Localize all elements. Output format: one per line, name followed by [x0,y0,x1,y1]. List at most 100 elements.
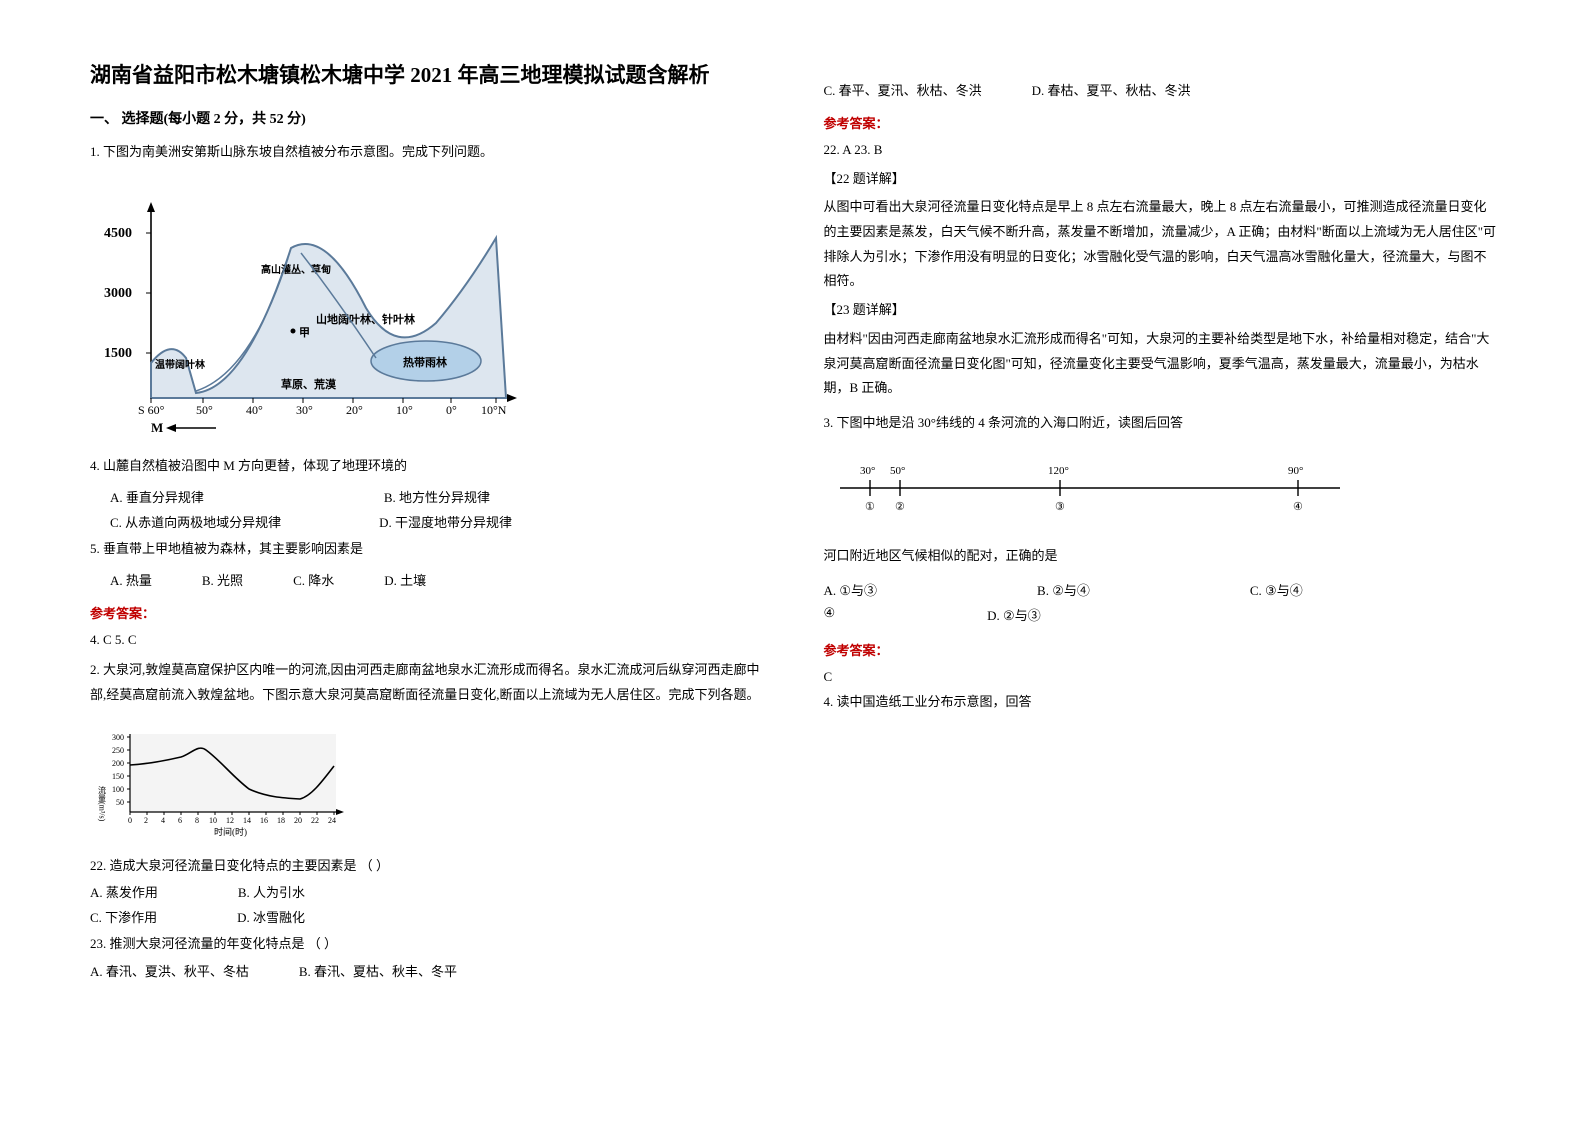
q2-sub23: 23. 推测大泉河径流量的年变化特点是 （ ） [90,932,764,957]
opt-a: A. 热量 [110,570,152,589]
opt-c: C. 下渗作用 [90,907,157,926]
left-column: 湖南省益阳市松木塘镇松木塘中学 2021 年高三地理模拟试题含解析 一、 选择题… [90,60,764,1062]
x-50: 50° [196,403,213,417]
opt-a: A. 蒸发作用 [90,882,158,901]
svg-text:22: 22 [311,816,319,825]
opt-b: B. 春汛、夏枯、秋丰、冬平 [299,961,457,980]
q3-svg: 30° 50° 120° 90° ① ② ③ ④ [830,456,1350,520]
opt-b: B. 地方性分异规律 [384,487,490,506]
q1-svg: 4500 3000 1500 热带雨林 温带阔叶林 高山灌丛、草甸 山地阔叶林、… [96,188,526,438]
q3-answer-heading: 参考答案： [824,640,1498,659]
q3-stem: 3. 下图中地是沿 30°纬线的 4 条河流的入海口附近，读图后回答 [824,411,1498,436]
q4-stem: 4. 读中国造纸工业分布示意图，回答 [824,690,1498,715]
b2: ② [895,501,905,513]
svg-text:6: 6 [178,816,182,825]
document-title: 湖南省益阳市松木塘镇松木塘中学 2021 年高三地理模拟试题含解析 [90,60,764,92]
q2-ans1: 22. A 23. B [824,138,1498,163]
zone-grass: 草原、荒漠 [281,377,337,391]
q2-22-r1: A. 蒸发作用 B. 人为引水 [90,882,764,901]
y50: 50 [116,798,124,807]
zone-tropical: 热带雨林 [403,355,447,369]
opt-extra: ④ [824,605,836,624]
y300: 300 [112,733,124,742]
q1-sub4-row2: C. 从赤道向两极地域分异规律 D. 干湿度地带分异规律 [90,512,764,531]
q3-opts-r2: ④ D. ②与③ [824,605,1498,624]
q1-figure: 4500 3000 1500 热带雨林 温带阔叶林 高山灌丛、草甸 山地阔叶林、… [90,182,764,444]
x-20: 20° [346,403,363,417]
y200: 200 [112,759,124,768]
opt-c: C. 降水 [293,570,334,589]
svg-text:20: 20 [294,816,302,825]
opt-d: D. 土壤 [384,570,426,589]
opt-a: A. ①与③ [824,580,878,599]
q1-sub5-opts: A. 热量 B. 光照 C. 降水 D. 土壤 [90,570,764,589]
x-40: 40° [246,403,263,417]
b4: ④ [1293,501,1303,513]
q1-answer-heading: 参考答案： [90,603,764,622]
q2-p22: 从图中可看出大泉河径流量日变化特点是早上 8 点左右流量最大，晚上 8 点左右流… [824,195,1498,294]
t3: 120° [1048,465,1069,477]
x-10: 10° [396,403,413,417]
y-4500: 4500 [104,226,132,241]
opt-b: B. 人为引水 [238,882,305,901]
y-1500: 1500 [104,346,132,361]
x-0: 0° [446,403,457,417]
y150: 150 [112,772,124,781]
q2-23-r1: A. 春汛、夏洪、秋平、冬枯 B. 春汛、夏枯、秋丰、冬平 [90,961,764,980]
right-column: C. 春平、夏汛、秋枯、冬洪 D. 春枯、夏平、秋枯、冬洪 参考答案： 22. … [824,60,1498,1062]
svg-text:0: 0 [128,816,132,825]
t2: 50° [890,465,905,477]
t1: 30° [860,465,875,477]
y250: 250 [112,746,124,755]
q1-stem: 1. 下图为南美洲安第斯山脉东坡自然植被分布示意图。完成下列问题。 [90,140,764,165]
b1: ① [865,501,875,513]
zone-mid: 山地阔叶林、针叶林 [316,312,415,326]
q3-opts-r1: A. ①与③ B. ②与④ C. ③与④ [824,580,1498,599]
svg-text:4: 4 [161,816,165,825]
opt-d: D. 春枯、夏平、秋枯、冬洪 [1032,80,1191,99]
opt-d: D. ②与③ [987,605,1041,624]
q2-answer-heading: 参考答案： [824,113,1498,132]
q3-answer: C [824,665,1498,690]
opt-b: B. 光照 [202,570,243,589]
y-3000: 3000 [104,286,132,301]
y100: 100 [112,785,124,794]
opt-b: B. ②与④ [1037,580,1090,599]
svg-text:14: 14 [243,816,251,825]
svg-text:24: 24 [328,816,336,825]
q2-22-r2: C. 下渗作用 D. 冰雪融化 [90,907,764,926]
svg-text:18: 18 [277,816,285,825]
xlabel: 时间(时) [214,826,247,837]
svg-text:8: 8 [195,816,199,825]
opt-d: D. 冰雪融化 [237,907,305,926]
t4: 90° [1288,465,1303,477]
zone-dot: 甲 [299,326,310,339]
q1-sub5: 5. 垂直带上甲地植被为森林，其主要影响因素是 [90,537,764,562]
opt-d: D. 干湿度地带分异规律 [379,512,512,531]
b3: ③ [1055,501,1065,513]
q2-chart: 300 250 200 150 100 50 流量(m³/s) 0 2 4 6 … [90,722,764,844]
q1-sub4-row1: A. 垂直分异规律 B. 地方性分异规律 [90,487,764,506]
q1-answer: 4. C 5. C [90,628,764,653]
ylabel: 流量(m³/s) [98,785,107,822]
x-30: 30° [296,403,313,417]
zone-top: 高山灌丛、草甸 [261,263,331,276]
q2-23-r2: C. 春平、夏汛、秋枯、冬洪 D. 春枯、夏平、秋枯、冬洪 [824,80,1498,99]
svg-text:2: 2 [144,816,148,825]
svg-text:16: 16 [260,816,268,825]
q2-stem: 2. 大泉河,敦煌莫高窟保护区内唯一的河流,因由河西走廊南盆地泉水汇流形成而得名… [90,658,764,707]
zone-left-forest: 温带阔叶林 [155,358,206,371]
q2-p23: 由材料"因由河西走廊南盆地泉水汇流形成而得名"可知，大泉河的主要补给类型是地下水… [824,327,1498,401]
q2-h23: 【23 题详解】 [824,298,1498,323]
q1-sub4: 4. 山麓自然植被沿图中 M 方向更替，体现了地理环境的 [90,454,764,479]
m-label: M [151,420,163,435]
opt-c: C. ③与④ [1250,580,1303,599]
x-10n: 10°N [481,403,507,417]
section-header: 一、 选择题(每小题 2 分，共 52 分) [90,108,764,128]
svg-text:12: 12 [226,816,234,825]
x-s60: S 60° [138,403,165,417]
q2-svg: 300 250 200 150 100 50 流量(m³/s) 0 2 4 6 … [96,728,356,838]
q3-diagram: 30° 50° 120° 90° ① ② ③ ④ [824,450,1498,526]
opt-c: C. 春平、夏汛、秋枯、冬洪 [824,80,982,99]
q3-sub: 河口附近地区气候相似的配对，正确的是 [824,544,1498,569]
